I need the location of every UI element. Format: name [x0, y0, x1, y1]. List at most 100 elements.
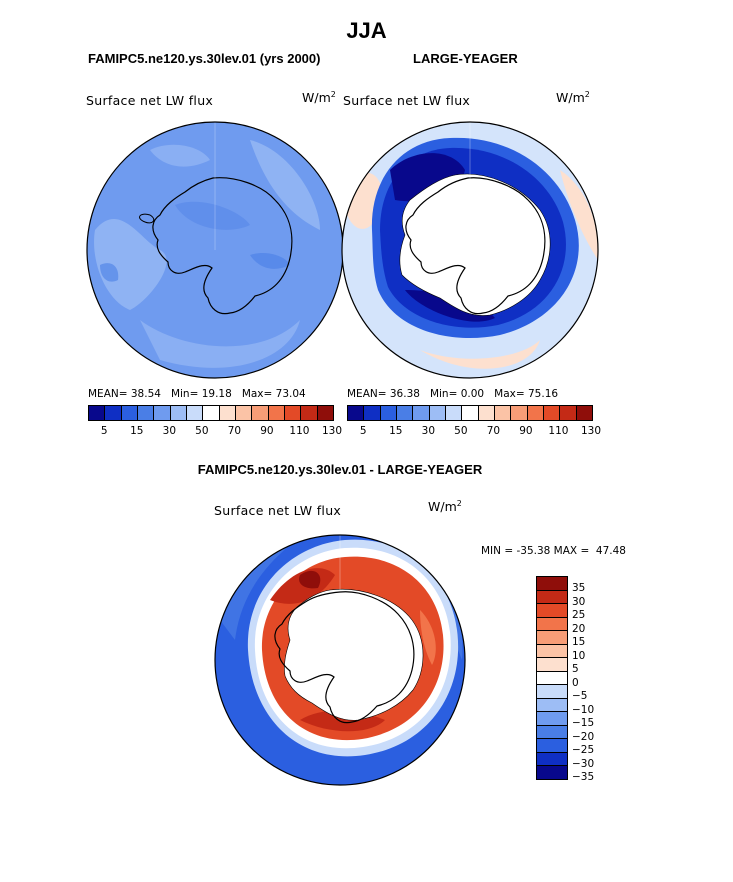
colorbar-swatch: [137, 406, 155, 420]
colorbar-swatch: [284, 406, 302, 420]
colorbar-tick-label: 15: [389, 425, 403, 437]
colorbar-swatch: [537, 671, 567, 686]
colorbar-swatch: [537, 739, 567, 753]
left-unit-label: W/m2: [302, 90, 336, 106]
colorbar-swatch: [364, 406, 381, 420]
colorbar-tick-label: 90: [519, 425, 533, 437]
colorbar-swatch: [186, 406, 204, 420]
colorbar-swatch: [537, 712, 567, 726]
colorbar-swatch: [537, 604, 567, 618]
colorbar-swatch: [121, 406, 138, 420]
right-ice-mask: [399, 173, 551, 316]
colorbar-tick-label: −15: [572, 717, 595, 730]
colorbar-swatch: [268, 406, 285, 420]
diff-variable-label: Surface net LW flux: [214, 503, 342, 518]
colorbar-tick-label: 130: [580, 425, 602, 437]
colorbar-swatch: [252, 406, 269, 420]
right-colorbar-ticks: 5 15 30 50 70 90 110 130: [347, 425, 601, 439]
colorbar-tick-label: −25: [572, 744, 595, 757]
left-colorbar-ticks: 5 15 30 50 70 90 110 130: [88, 425, 342, 439]
left-panel-title: FAMIPC5.ne120.ys.30lev.01 (yrs 2000): [88, 51, 321, 66]
colorbar-swatch: [537, 698, 567, 713]
colorbar-tick-label: 5: [100, 425, 108, 437]
colorbar-tick-label: 70: [227, 425, 242, 437]
colorbar-swatch: [537, 766, 567, 779]
colorbar-swatch: [537, 725, 567, 740]
colorbar-swatch: [494, 406, 512, 420]
colorbar-swatch: [537, 617, 567, 632]
colorbar-tick-label: 5: [359, 425, 367, 437]
colorbar-swatch: [429, 406, 446, 420]
colorbar-tick-label: 70: [486, 425, 501, 437]
colorbar-swatch: [317, 406, 333, 420]
right-panel-title: LARGE-YEAGER: [413, 51, 518, 66]
diff-colorbar: [536, 576, 568, 780]
colorbar-swatch: [219, 406, 236, 420]
right-stats: MEAN= 36.38 Min= 0.00 Max= 75.16: [347, 388, 559, 400]
colorbar-tick-label: −35: [572, 771, 595, 783]
colorbar-swatch: [235, 406, 253, 420]
right-colorbar: [347, 405, 593, 421]
colorbar-swatch: [203, 406, 220, 420]
colorbar-swatch: [576, 406, 592, 420]
colorbar-swatch: [154, 406, 171, 420]
colorbar-swatch: [89, 406, 106, 420]
colorbar-swatch: [380, 406, 397, 420]
right-variable-label: Surface net LW flux: [343, 93, 471, 108]
colorbar-swatch: [511, 406, 528, 420]
colorbar-tick-label: −10: [572, 703, 595, 716]
colorbar-swatch: [537, 631, 567, 645]
colorbar-swatch: [301, 406, 318, 420]
diff-antarctica-coast: [274, 591, 415, 724]
colorbar-swatch: [348, 406, 365, 420]
diff-ice-mask: [284, 588, 424, 721]
colorbar-swatch: [105, 406, 122, 420]
colorbar-tick-label: 130: [321, 425, 343, 437]
colorbar-tick-label: −5: [572, 690, 588, 703]
colorbar-tick-label: 0: [572, 676, 579, 689]
colorbar-swatch: [537, 577, 567, 591]
colorbar-swatch: [560, 406, 577, 420]
colorbar-swatch: [537, 644, 567, 659]
left-antarctica-coast: [152, 177, 293, 315]
diff-range-text: MIN = -35.38 MAX = 47.48: [481, 545, 626, 557]
colorbar-tick-label: 5: [572, 663, 579, 676]
diff-panel-title: FAMIPC5.ne120.ys.30lev.01 - LARGE-YEAGER: [197, 462, 483, 477]
colorbar-tick-label: −20: [572, 730, 595, 743]
figure-title: JJA: [346, 18, 387, 43]
colorbar-tick-label: 35: [572, 582, 586, 595]
colorbar-swatch: [527, 406, 544, 420]
colorbar-swatch: [537, 658, 567, 672]
left-polar-map: [87, 122, 343, 378]
colorbar-tick-label: 25: [572, 609, 586, 622]
colorbar-tick-label: 20: [572, 622, 586, 635]
colorbar-swatch: [537, 685, 567, 699]
colorbar-tick-label: 15: [130, 425, 144, 437]
colorbar-tick-label: 30: [572, 595, 586, 608]
colorbar-tick-label: 30: [421, 425, 436, 437]
colorbar-swatch: [445, 406, 463, 420]
colorbar-tick-label: 15: [572, 636, 586, 649]
colorbar-swatch: [537, 752, 567, 767]
left-variable-label: Surface net LW flux: [86, 93, 214, 108]
colorbar-tick-label: 110: [289, 425, 310, 437]
colorbar-swatch: [537, 590, 567, 605]
colorbar-tick-label: 10: [572, 649, 586, 662]
left-colorbar: [88, 405, 334, 421]
colorbar-tick-label: 110: [548, 425, 569, 437]
colorbar-tick-label: −30: [572, 757, 595, 770]
colorbar-tick-label: 30: [162, 425, 177, 437]
colorbar-tick-label: 90: [260, 425, 274, 437]
diff-colorbar-ticks: 35 30 25 20 15 10 5 0 −5 −10 −15 −20 −25 −30 −35: [572, 576, 612, 783]
right-unit-label: W/m2: [556, 90, 590, 106]
diff-polar-map: [215, 535, 465, 785]
colorbar-tick-label: 50: [454, 425, 468, 437]
left-stats: MEAN= 38.54 Min= 19.18 Max= 73.04: [88, 388, 306, 400]
colorbar-tick-label: 50: [195, 425, 209, 437]
right-antarctica-coast: [405, 177, 546, 315]
colorbar-swatch: [413, 406, 430, 420]
colorbar-swatch: [170, 406, 187, 420]
diff-unit-label: W/m2: [428, 499, 462, 515]
colorbar-swatch: [462, 406, 479, 420]
